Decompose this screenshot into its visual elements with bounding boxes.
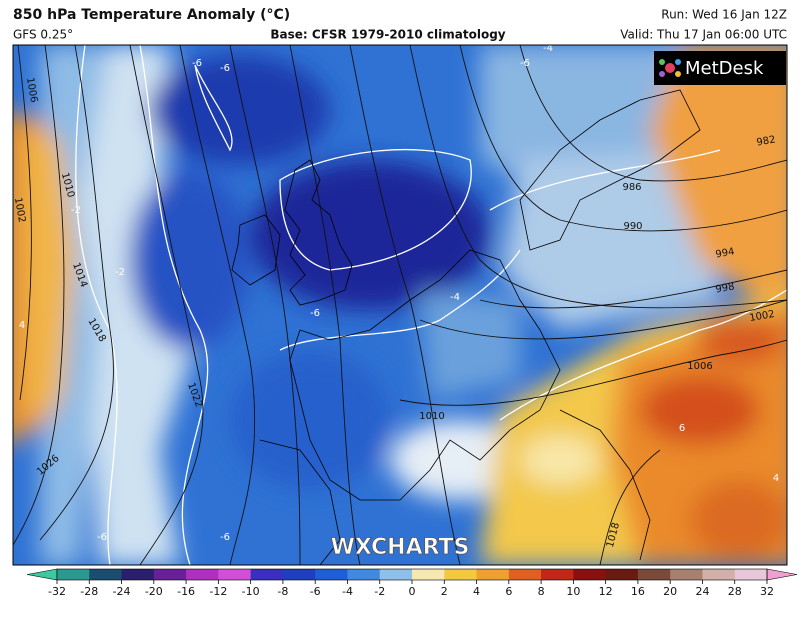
anomaly-label: -2 — [71, 205, 81, 216]
colorbar-segment — [412, 569, 445, 580]
anomaly-label: -4 — [450, 292, 460, 303]
colorbar-tick-label: -24 — [113, 585, 131, 598]
logo: MetDesk — [654, 51, 786, 85]
colorbar-segment — [508, 569, 542, 580]
anomaly-label: -6 — [310, 308, 320, 319]
isobar-label: 986 — [622, 182, 641, 193]
anomaly-label: -6 — [220, 63, 230, 74]
colorbar-tick-label: 32 — [760, 585, 774, 598]
colorbar-segment — [250, 569, 284, 580]
map: 1006101010141018102210261002986990994998… — [12, 43, 787, 565]
colorbar-segment — [315, 569, 348, 580]
colorbar-segment — [702, 569, 736, 580]
anomaly-label: 6 — [679, 423, 685, 434]
isobar-label: 994 — [715, 246, 736, 260]
isobar-label: 1006 — [24, 77, 39, 104]
run-time: Run: Wed 16 Jan 12Z — [661, 8, 787, 22]
anomaly-labels: -6 -6 -2 -2 -4 -6 -6 -6 -4 4 6 4 -6 — [19, 43, 779, 543]
colorbar-segment — [637, 569, 671, 580]
colorbar-segment — [379, 569, 413, 580]
isobars — [13, 45, 787, 565]
map-frame — [12, 44, 788, 566]
colorbar-segment — [121, 569, 155, 580]
anomaly-label: -6 — [220, 532, 230, 543]
colorbar-segment — [476, 569, 510, 580]
anomaly-label: 4 — [773, 473, 779, 484]
isobar-label: 1002 — [12, 197, 27, 224]
isobar-label: 982 — [756, 134, 777, 148]
colorbar-segment — [541, 569, 574, 580]
model: GFS 0.25° — [13, 28, 73, 42]
colorbar-tick-label: -32 — [48, 585, 66, 598]
anomaly-label: -4 — [543, 43, 553, 54]
anomaly-label: -2 — [115, 267, 125, 278]
colorbar-segment — [218, 569, 252, 580]
coastlines — [231, 89, 701, 565]
colorbar-segment — [444, 569, 477, 580]
colorbar-segment — [57, 569, 90, 580]
logo-text: MetDesk — [685, 58, 764, 79]
colorbar-tick-label: -2 — [374, 585, 385, 598]
colorbar: -32 -28 -24 -20 -16 -12 -10 -8 -6 -4 -2 0 2 4 6 8 10 12 16… — [26, 568, 798, 598]
colorbar-tick-label: 6 — [505, 585, 512, 598]
colorbar-tick-label: 12 — [599, 585, 613, 598]
colorbar-segment — [670, 569, 703, 580]
anomaly-label: -6 — [192, 58, 202, 69]
isobar-label: 1002 — [749, 309, 776, 324]
colorbar-tick-label: -4 — [342, 585, 353, 598]
colorbar-segment — [282, 569, 316, 580]
colorbar-tick-label: 8 — [538, 585, 545, 598]
colorbar-segment — [153, 569, 187, 580]
colorbar-tick-label: -16 — [177, 585, 195, 598]
colorbar-segment — [573, 569, 607, 580]
colorbar-segment — [186, 569, 219, 580]
colorbar-segment — [734, 569, 768, 580]
colorbar-tick-label: 10 — [566, 585, 580, 598]
colorbar-extend-high — [766, 568, 798, 581]
colorbar-tick-label: 16 — [631, 585, 645, 598]
anomaly-label: -6 — [520, 58, 530, 69]
colorbar-tick-label: 4 — [473, 585, 480, 598]
colorbar-tick-label: 2 — [441, 585, 448, 598]
colorbar-tick-label: -28 — [80, 585, 98, 598]
anomaly-field — [13, 45, 787, 565]
base: Base: CFSR 1979-2010 climatology — [270, 28, 505, 42]
logo-box — [654, 51, 786, 85]
colorbar-tick-label: -10 — [242, 585, 260, 598]
watermark: WXCHARTS — [331, 535, 470, 560]
anomaly-label: -6 — [97, 532, 107, 543]
valid-time: Valid: Thu 17 Jan 06:00 UTC — [620, 28, 787, 42]
title: 850 hPa Temperature Anomaly (°C) — [13, 7, 290, 23]
isobar-label: 998 — [715, 281, 736, 295]
isobar-label: 990 — [623, 221, 642, 232]
colorbar-tick-label: 0 — [409, 585, 416, 598]
isobar-label: 1010 — [419, 411, 444, 422]
colorbar-tick-label: -8 — [277, 585, 288, 598]
colorbar-tick-label: -20 — [145, 585, 163, 598]
colorbar-tick-label: 24 — [695, 585, 709, 598]
anomaly-contours — [75, 45, 787, 565]
isobar-label: 1006 — [687, 361, 712, 372]
colorbar-tick-label: 20 — [663, 585, 677, 598]
colorbar-segment — [605, 569, 639, 580]
anomaly-label: 4 — [19, 320, 25, 331]
colorbar-tick-label: 28 — [728, 585, 742, 598]
colorbar-tick-label: -6 — [310, 585, 321, 598]
colorbar-segment — [347, 569, 381, 580]
colorbar-segment — [89, 569, 122, 580]
colorbar-extend-low — [26, 568, 58, 581]
colorbar-tick-label: -12 — [209, 585, 227, 598]
